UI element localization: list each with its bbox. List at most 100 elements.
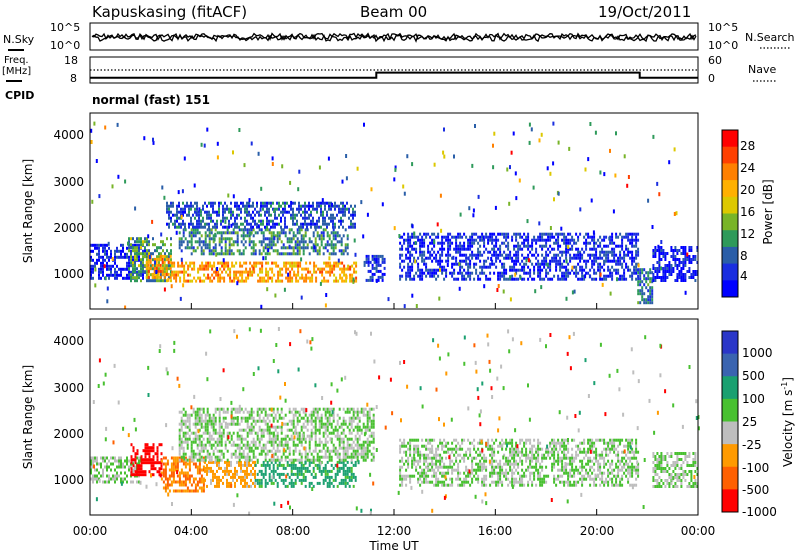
velocity-cell	[132, 458, 135, 462]
power-cell	[563, 271, 566, 275]
power-cell	[193, 276, 196, 280]
velocity-cell	[328, 452, 331, 456]
power-cell	[188, 231, 191, 235]
velocity-cell	[178, 437, 181, 441]
power-cell	[611, 274, 614, 278]
power-cell	[353, 267, 356, 271]
velocity-cell	[252, 452, 255, 456]
power-cell	[481, 253, 484, 257]
power-cell	[575, 268, 578, 272]
velocity-cell	[344, 469, 347, 473]
power-cell	[551, 277, 554, 281]
velocity-cell	[336, 419, 339, 423]
velocity-cell	[284, 437, 287, 441]
velocity-cell	[128, 465, 130, 469]
power-cell	[471, 235, 474, 239]
power-cell	[218, 252, 221, 256]
power-cell	[138, 258, 140, 262]
velocity-cell	[192, 437, 195, 441]
power-cell	[162, 279, 164, 283]
velocity-cell	[276, 443, 279, 447]
power-cell	[146, 240, 148, 244]
velocity-cell	[242, 469, 244, 473]
power-cell	[346, 252, 349, 256]
power-cell	[407, 256, 410, 260]
velocity-cell	[210, 460, 212, 464]
power-cell	[267, 273, 270, 277]
velocity-cell	[356, 413, 359, 417]
power-cell	[248, 210, 250, 214]
velocity-cell	[186, 437, 189, 441]
power-cell	[483, 265, 486, 269]
velocity-cell	[276, 481, 279, 485]
velocity-cell	[132, 449, 135, 453]
velocity-cell	[200, 425, 203, 429]
velocity-cell	[144, 446, 147, 450]
power-cell	[177, 264, 180, 268]
power-cell	[447, 244, 450, 248]
velocity-cell	[200, 413, 203, 417]
velocity-cell	[168, 489, 171, 493]
power-cell	[250, 216, 252, 220]
power-cell	[300, 234, 303, 238]
power-cell	[492, 143, 494, 148]
velocity-cell	[212, 413, 215, 417]
power-cell	[344, 204, 346, 208]
velocity-cell	[168, 477, 171, 481]
power-cell	[419, 232, 422, 236]
power-cell	[599, 170, 602, 175]
power-cell	[435, 259, 438, 263]
power-cell	[584, 274, 587, 279]
power-cell	[110, 270, 112, 274]
power-cell	[591, 235, 594, 239]
power-cell	[256, 225, 258, 229]
power-cell	[182, 234, 185, 238]
velocity-cell	[190, 483, 193, 487]
velocity-cell	[352, 472, 355, 476]
velocity-cell	[256, 446, 259, 450]
velocity-cell	[210, 478, 212, 482]
power-cell	[441, 268, 444, 272]
power-cell	[613, 250, 616, 254]
velocity-cell	[202, 486, 205, 490]
velocity-cell	[200, 477, 203, 481]
velocity-cell	[146, 446, 149, 450]
power-cell	[198, 231, 201, 235]
power-cell	[272, 201, 274, 205]
power-cell	[425, 274, 428, 278]
power-cell	[118, 273, 120, 277]
power-cell	[266, 287, 269, 292]
power-cell	[316, 207, 318, 211]
velocity-cell	[188, 422, 191, 426]
velocity-cell	[106, 474, 108, 478]
power-cell	[304, 216, 306, 220]
velocity-cell	[314, 472, 317, 476]
velocity-cell	[276, 484, 279, 488]
power-cell	[639, 289, 642, 293]
power-cell	[157, 269, 160, 273]
power-cell	[128, 246, 130, 250]
power-cell	[244, 216, 246, 220]
power-cell	[553, 253, 556, 257]
power-cell	[226, 216, 228, 220]
velocity-cell	[196, 483, 199, 487]
power-cell	[201, 261, 204, 265]
power-cell	[401, 259, 404, 263]
velocity-cell	[252, 425, 255, 429]
power-cell	[431, 238, 434, 242]
power-cell	[635, 277, 638, 281]
power-cell	[331, 202, 333, 207]
power-cell	[98, 243, 100, 247]
velocity-cell	[166, 486, 169, 490]
power-cell	[293, 273, 296, 277]
power-cell	[245, 267, 248, 271]
power-cell	[585, 247, 588, 251]
velocity-cell	[248, 449, 251, 453]
power-cell	[323, 276, 326, 280]
power-cell	[182, 240, 185, 244]
power-cell	[543, 277, 546, 281]
power-cell	[170, 216, 172, 220]
velocity-cell	[218, 460, 220, 464]
power-cell	[138, 276, 140, 280]
power-cell	[304, 204, 306, 208]
